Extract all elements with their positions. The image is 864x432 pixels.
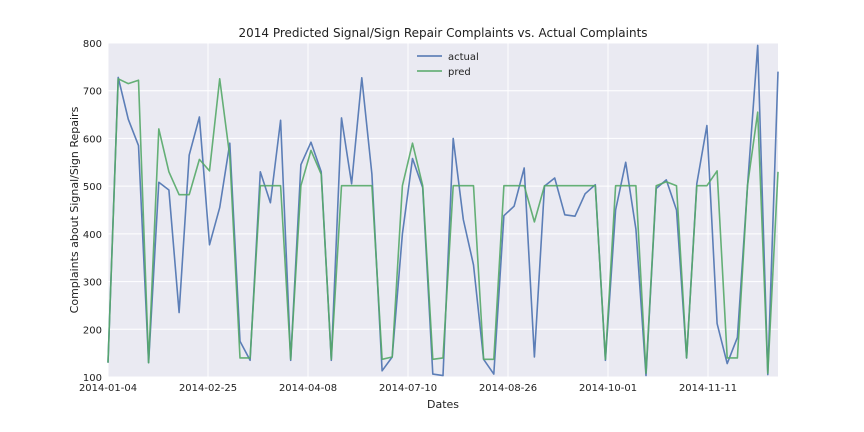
y-tick-label: 200 bbox=[83, 325, 102, 336]
series-line-pred bbox=[107, 78, 779, 375]
x-tick-label: 2014-11-11 bbox=[679, 383, 737, 394]
series-layer bbox=[107, 44, 779, 377]
y-tick-label: 300 bbox=[83, 278, 102, 289]
y-tick-label: 600 bbox=[83, 134, 102, 145]
y-axis-label: Complaints about Signal/Sign Repairs bbox=[68, 106, 81, 313]
y-tick-label: 800 bbox=[83, 39, 102, 50]
x-tick-label: 2014-04-08 bbox=[279, 383, 337, 394]
y-tick-label: 500 bbox=[83, 182, 102, 193]
y-tick-label: 400 bbox=[83, 230, 102, 241]
legend-label-pred: pred bbox=[448, 67, 471, 78]
x-tick-label: 2014-02-25 bbox=[179, 383, 237, 394]
x-tick-label: 2014-10-01 bbox=[579, 383, 637, 394]
x-tick-label: 2014-07-10 bbox=[379, 383, 437, 394]
x-axis-label: Dates bbox=[427, 398, 459, 411]
y-tick-label: 100 bbox=[83, 373, 102, 384]
x-tick-labels: 2014-01-04 2014-02-25 2014-04-08 2014-07-10… bbox=[79, 383, 737, 394]
grid bbox=[107, 42, 778, 378]
x-tick-label: 2014-08-26 bbox=[479, 383, 537, 394]
y-tick-label: 700 bbox=[83, 87, 102, 98]
chart-title: 2014 Predicted Signal/Sign Repair Compla… bbox=[238, 26, 647, 40]
x-tick-label: 2014-01-04 bbox=[79, 383, 137, 394]
y-tick-labels: 100 200 300 400 500 600 700 800 bbox=[83, 39, 102, 384]
legend-label-actual: actual bbox=[448, 52, 479, 63]
series-line-actual bbox=[107, 44, 779, 377]
legend: actual pred bbox=[417, 52, 479, 78]
